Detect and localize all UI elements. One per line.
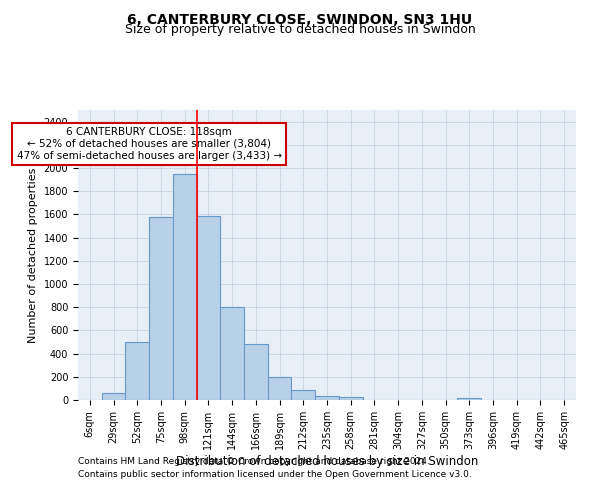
X-axis label: Distribution of detached houses by size in Swindon: Distribution of detached houses by size … <box>176 454 478 468</box>
Bar <box>292 390 315 400</box>
Bar <box>173 174 197 400</box>
Bar <box>268 378 292 400</box>
Text: 6 CANTERBURY CLOSE: 118sqm
← 52% of detached houses are smaller (3,804)
47% of s: 6 CANTERBURY CLOSE: 118sqm ← 52% of deta… <box>17 128 282 160</box>
Bar <box>315 396 339 400</box>
Bar <box>125 342 149 400</box>
Y-axis label: Number of detached properties: Number of detached properties <box>28 168 38 342</box>
Bar <box>197 216 220 400</box>
Text: Contains HM Land Registry data © Crown copyright and database right 2024.: Contains HM Land Registry data © Crown c… <box>78 458 430 466</box>
Bar <box>102 393 125 400</box>
Text: Contains public sector information licensed under the Open Government Licence v3: Contains public sector information licen… <box>78 470 472 479</box>
Text: Size of property relative to detached houses in Swindon: Size of property relative to detached ho… <box>125 22 475 36</box>
Bar <box>244 344 268 400</box>
Bar <box>457 398 481 400</box>
Text: 6, CANTERBURY CLOSE, SWINDON, SN3 1HU: 6, CANTERBURY CLOSE, SWINDON, SN3 1HU <box>127 12 473 26</box>
Bar <box>220 307 244 400</box>
Bar <box>149 216 173 400</box>
Bar <box>339 396 362 400</box>
